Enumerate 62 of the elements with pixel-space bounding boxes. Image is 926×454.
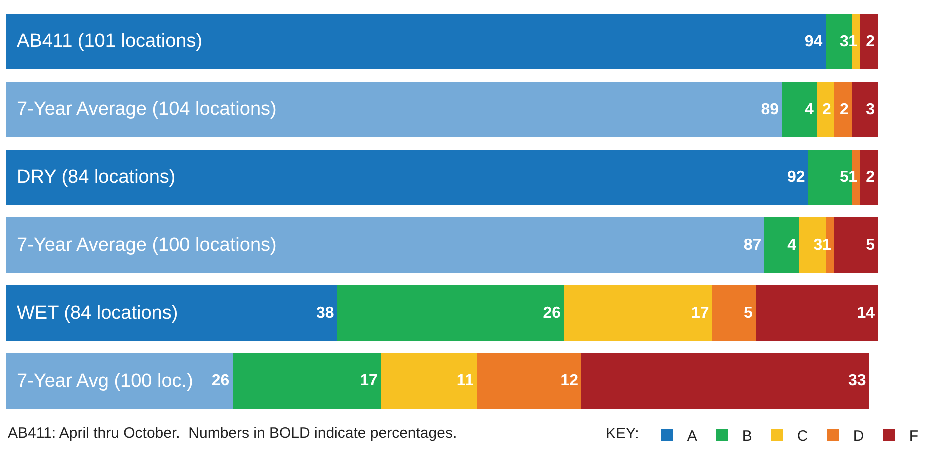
bar xyxy=(834,218,878,274)
y-tick-label: DRY (84 locations) xyxy=(17,167,176,188)
data-label: 38 xyxy=(316,304,334,322)
bar xyxy=(582,353,870,409)
data-label: 26 xyxy=(212,372,230,390)
data-label: 3 xyxy=(814,236,823,254)
bar xyxy=(860,14,878,70)
bar xyxy=(756,285,878,342)
bar xyxy=(6,353,233,409)
y-tick-label: 7-Year Avg (100 loc.) xyxy=(17,371,194,392)
legend-label: D xyxy=(853,428,864,446)
legend-title: KEY: xyxy=(606,426,640,443)
data-label: 87 xyxy=(744,236,762,254)
bar xyxy=(337,285,564,342)
data-label: 33 xyxy=(848,372,866,390)
data-label: 26 xyxy=(543,304,562,322)
data-label: 17 xyxy=(360,372,378,390)
y-tick-label: AB411 (101 locations) xyxy=(17,31,203,52)
data-label: 14 xyxy=(857,304,876,322)
bar xyxy=(826,218,834,274)
bar xyxy=(381,353,477,409)
bar xyxy=(782,82,818,138)
y-tick-label: 7-Year Average (100 locations) xyxy=(17,235,277,256)
data-label: 2 xyxy=(866,169,876,186)
data-label: 2 xyxy=(840,101,849,118)
data-label: 1 xyxy=(822,236,832,254)
bar xyxy=(6,285,338,342)
bar xyxy=(834,82,852,138)
data-label: 92 xyxy=(787,169,806,186)
legend-label: A xyxy=(687,428,698,446)
legend-label: C xyxy=(797,428,808,446)
data-label: 3 xyxy=(840,33,849,50)
data-label: 2 xyxy=(822,101,832,118)
bar xyxy=(6,82,782,138)
data-label: 11 xyxy=(456,372,474,390)
y-tick-label: WET (84 locations) xyxy=(17,303,178,324)
data-label: 3 xyxy=(866,101,876,118)
data-label: 5 xyxy=(840,169,849,186)
data-label: 89 xyxy=(761,101,780,118)
bar xyxy=(6,14,826,70)
data-label: 4 xyxy=(788,236,797,254)
bar xyxy=(564,285,712,342)
data-label: 2 xyxy=(866,33,876,50)
bar xyxy=(232,353,381,409)
bar xyxy=(6,150,808,206)
bar xyxy=(712,285,756,342)
bar xyxy=(476,353,582,409)
bar xyxy=(852,82,878,138)
legend-label: B xyxy=(742,428,752,446)
data-label: 5 xyxy=(744,304,754,322)
data-label: 5 xyxy=(866,236,876,254)
bar xyxy=(6,218,765,274)
y-tick-label: 7-Year Average (104 locations) xyxy=(17,99,277,120)
data-label: 94 xyxy=(804,33,823,50)
bar xyxy=(764,218,800,274)
data-label: 12 xyxy=(560,372,579,390)
legend-label: F xyxy=(909,428,919,446)
bar xyxy=(860,150,878,206)
bar xyxy=(817,82,834,138)
data-label: 17 xyxy=(692,304,710,322)
data-label: 4 xyxy=(805,101,814,118)
text: AB411: April thru October. Numbers in BOLD indicate percentages. xyxy=(8,425,458,442)
